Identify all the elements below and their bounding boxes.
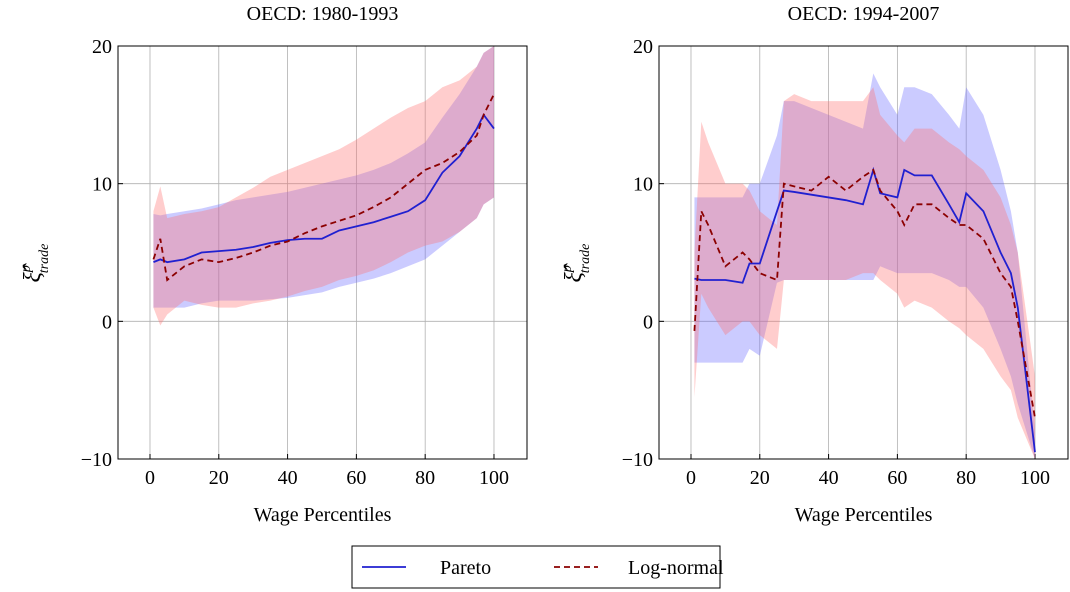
legend-label: Log-normal [628, 557, 724, 579]
x-tick-label: 40 [819, 467, 839, 489]
x-tick-label: 100 [1020, 467, 1050, 489]
y-tick-label: 0 [643, 311, 653, 333]
confidence-band [153, 46, 494, 326]
y-tick-label: 0 [102, 311, 112, 333]
y-label-sub: trade [37, 244, 52, 274]
x-tick-label: 80 [956, 467, 976, 489]
y-label-sup: p [19, 265, 34, 273]
plot-area [693, 73, 1036, 459]
x-tick-label: 0 [686, 467, 696, 489]
y-tick-label: −10 [81, 449, 112, 471]
panel: OECD: 1994-2007 0 20 40 60 80 100 −10 0 10 20 Wage … [560, 3, 1069, 526]
y-label-sub: trade [578, 244, 593, 274]
chart-title: OECD: 1980-1993 [247, 3, 399, 25]
series-line [693, 168, 1036, 418]
confidence-band [694, 73, 1035, 459]
y-tick-label: 10 [92, 174, 112, 196]
x-tick-label: 40 [278, 467, 298, 489]
legend-label: Pareto [440, 557, 491, 579]
confidence-band [694, 87, 1035, 459]
series-line [694, 166, 1036, 453]
y-tick-label: 20 [92, 36, 112, 58]
panel: OECD: 1980-1993 0 20 40 60 80 100 −10 0 10 20 Wage … [19, 3, 528, 526]
x-axis-label: Wage Percentiles [254, 504, 392, 526]
y-tick-label: 10 [633, 174, 653, 196]
confidence-band [153, 46, 494, 308]
y-tick-label: 20 [633, 36, 653, 58]
x-tick-label: 20 [209, 467, 229, 489]
plot-frame [117, 45, 528, 460]
series-line [152, 93, 495, 282]
x-axis-label: Wage Percentiles [795, 504, 933, 526]
plot-area [152, 46, 495, 326]
y-label-sup: p [560, 265, 575, 273]
plot-frame [658, 45, 1069, 460]
x-tick-label: 60 [887, 467, 907, 489]
series-line [153, 113, 495, 264]
y-axis-label: ξ̂p trade [19, 244, 52, 283]
x-tick-label: 0 [145, 467, 155, 489]
y-axis-label: ξ̂p trade [560, 244, 593, 283]
y-tick-label: −10 [622, 449, 653, 471]
x-tick-label: 80 [415, 467, 435, 489]
x-tick-label: 60 [346, 467, 366, 489]
x-tick-label: 20 [750, 467, 770, 489]
chart-title: OECD: 1994-2007 [788, 3, 940, 25]
legend: Pareto Log-normal [351, 545, 724, 589]
x-tick-label: 100 [479, 467, 509, 489]
legend-box [351, 545, 721, 589]
